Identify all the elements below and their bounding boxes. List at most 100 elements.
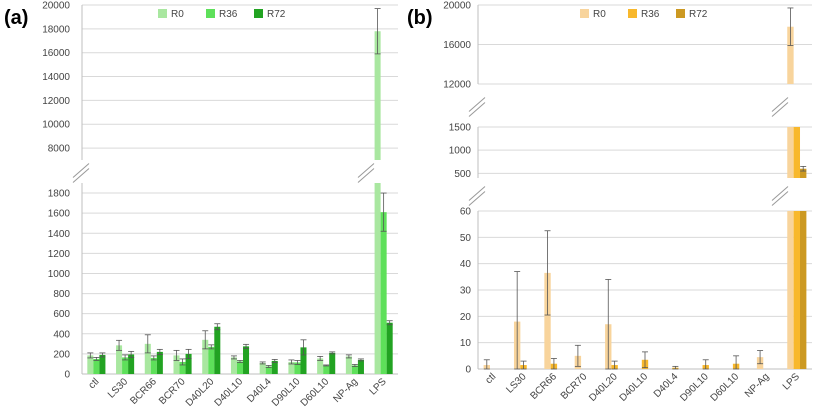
- x-category-label: BCR66: [528, 371, 559, 402]
- bar-r0-lps: [787, 127, 794, 178]
- y-tick-label: 1800: [48, 189, 71, 200]
- bar-r0-bcr70: [173, 355, 180, 374]
- y-tick-label: 8000: [48, 144, 71, 155]
- bar-r36-d60l10: [323, 365, 330, 374]
- y-tick-label: 10: [460, 338, 472, 349]
- y-tick-label: 1500: [449, 123, 472, 134]
- x-category-label: BCR70: [157, 376, 188, 407]
- x-category-label: ctl: [87, 376, 102, 391]
- bar-r72-d60l10: [329, 352, 336, 374]
- y-tick-label: 60: [460, 207, 472, 218]
- bar-r36-lps: [793, 211, 801, 369]
- bar-r72-np-ag: [357, 359, 364, 374]
- x-category-label: LPS: [368, 376, 389, 397]
- bar-r72-ctl: [99, 354, 106, 374]
- legend-swatch: [628, 9, 637, 18]
- y-tick-label: 1200: [48, 249, 71, 260]
- y-tick-label: 30: [460, 286, 472, 297]
- x-category-label: BCR70: [559, 371, 590, 402]
- legend-label: R72: [267, 9, 286, 20]
- y-tick-label: 20: [460, 312, 472, 323]
- bar-r36-d90l10: [294, 362, 301, 374]
- axis-break-marker: [357, 163, 375, 183]
- x-category-label: LPS: [781, 371, 802, 392]
- y-tick-label: 16000: [42, 48, 70, 59]
- y-tick-label: 12000: [443, 80, 471, 91]
- y-tick-label: 1000: [449, 146, 472, 157]
- y-tick-label: 10000: [42, 120, 70, 131]
- legend-swatch: [158, 9, 167, 18]
- bar-r0-d40l10: [230, 357, 237, 374]
- legend-swatch: [206, 9, 215, 18]
- x-category-label: D90L10: [270, 376, 303, 409]
- x-category-label: ctl: [483, 371, 498, 386]
- y-tick-label: 500: [454, 169, 471, 180]
- x-category-label: NP-Ag: [331, 376, 360, 405]
- legend-label: R72: [689, 9, 708, 20]
- y-tick-label: 0: [465, 365, 471, 376]
- bar-r72-lps: [800, 168, 807, 178]
- y-tick-label: 50: [460, 233, 472, 244]
- bar-r72-d40l20: [214, 326, 221, 374]
- panel-label-b: (b): [407, 7, 433, 29]
- bar-r36-ls30: [122, 357, 129, 374]
- chart-panel-b: 12000 16000 20000 500 1000 1500 0 10 20 30 40 50 60 c…: [443, 1, 812, 404]
- bar-r72-d40l4: [271, 360, 278, 374]
- legend-swatch: [676, 9, 685, 18]
- bar-r0-bcr66: [544, 272, 551, 369]
- bar-r36-lps: [793, 127, 801, 178]
- bar-r0-lps: [374, 183, 381, 374]
- x-category-label: D40L4: [652, 371, 681, 400]
- y-tick-label: 0: [64, 370, 70, 381]
- bar-r0-bcr66: [144, 343, 151, 374]
- x-category-label: D40L20: [587, 371, 620, 404]
- bar-r72-ls30: [128, 354, 135, 374]
- axis-break-marker: [771, 97, 789, 117]
- y-tick-label: 40: [460, 259, 472, 270]
- bar-r36-bcr70: [179, 361, 186, 374]
- x-category-label: LS30: [106, 376, 131, 401]
- bar-r36-ctl: [93, 358, 100, 374]
- panel-label-a: (a): [4, 7, 28, 29]
- y-tick-label: 600: [53, 309, 70, 320]
- bar-r0-lps: [787, 26, 794, 85]
- bar-r36-d40l20: [208, 346, 215, 374]
- bar-r72-lps: [386, 322, 393, 374]
- bar-r0-d90l10: [288, 361, 295, 374]
- y-tick-label: 400: [53, 329, 70, 340]
- bar-r36-d40l10: [236, 361, 244, 374]
- bar-r72-bcr70: [185, 353, 192, 374]
- bar-r72-bcr66: [156, 351, 163, 374]
- x-category-label: D40L20: [184, 376, 217, 409]
- bar-r0-ls30: [116, 345, 123, 374]
- bar-r0-lps: [374, 31, 381, 160]
- y-tick-label: 1400: [48, 229, 71, 240]
- legend-swatch: [254, 9, 263, 18]
- bar-r0-ctl: [87, 355, 94, 374]
- legend-label: R0: [171, 9, 184, 20]
- bar-r0-d40l4: [259, 362, 266, 374]
- y-tick-label: 200: [53, 349, 70, 360]
- bar-r0-d40l20: [202, 339, 209, 374]
- bar-r72-d90l10: [300, 347, 307, 374]
- y-tick-label: 12000: [42, 96, 70, 107]
- bar-r72-d40l10: [243, 346, 250, 374]
- chart-panel-a: 8000 10000 12000 14000 16000 18000 20000 0 200 40…: [42, 1, 398, 409]
- x-category-label: D40L10: [213, 376, 246, 409]
- y-tick-label: 18000: [42, 24, 70, 35]
- bar-r36-d40l4: [265, 366, 272, 374]
- bar-r0-d60l10: [317, 358, 324, 374]
- y-tick-label: 16000: [443, 40, 471, 51]
- legend-label: R0: [593, 9, 606, 20]
- x-category-label: NP-Ag: [743, 371, 772, 400]
- bar-r36-np-ag: [351, 365, 358, 374]
- x-category-label: D90L10: [678, 371, 711, 404]
- y-tick-label: 1000: [48, 269, 71, 280]
- axis-break-marker: [771, 186, 789, 206]
- bar-r36-bcr66: [150, 357, 157, 374]
- axis-break-marker: [468, 97, 486, 117]
- bar-r0-lps: [787, 211, 794, 369]
- y-tick-label: 14000: [42, 72, 70, 83]
- y-tick-label: 1600: [48, 209, 71, 220]
